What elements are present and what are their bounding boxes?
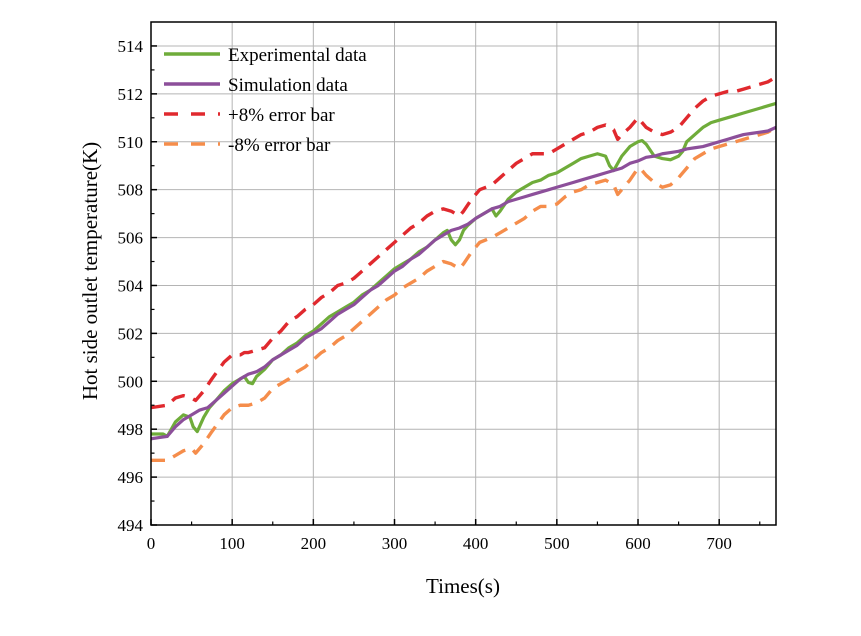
series-group (150, 75, 777, 463)
y-tick-label: 504 (118, 276, 144, 295)
y-axis-label: Hot side outlet temperature(K) (78, 142, 102, 400)
y-tick-label: 514 (118, 37, 144, 56)
x-tick-label: 0 (147, 534, 156, 553)
legend-label: -8% error bar (228, 135, 331, 156)
grid (150, 22, 776, 526)
x-tick-label: 200 (301, 534, 327, 553)
y-tick-label: 496 (118, 468, 144, 487)
y-tick-label: 510 (118, 133, 144, 152)
ticks: 0 100 200 300 400 500 600 700 494 496 498 500 502 504… (118, 37, 761, 553)
series-line-simulation-data (150, 125, 777, 441)
series-line-8-error-bar (150, 75, 777, 410)
x-tick-label: 400 (463, 534, 489, 553)
x-tick-label: 500 (544, 534, 570, 553)
legend: Experimental data Simulation data +8% erro… (164, 45, 367, 156)
y-tick-label: 498 (118, 420, 144, 439)
x-tick-label: 600 (625, 534, 651, 553)
y-tick-label: 502 (118, 324, 144, 343)
y-tick-label: 506 (118, 229, 144, 248)
y-tick-label: 500 (118, 372, 144, 391)
y-tick-label: 508 (118, 181, 144, 200)
x-tick-label: 300 (382, 534, 408, 553)
legend-label: Experimental data (228, 45, 367, 66)
legend-label: Simulation data (228, 75, 348, 96)
x-axis-label: Times(s) (426, 574, 500, 598)
x-tick-label: 100 (219, 534, 245, 553)
x-tick-label: 700 (706, 534, 732, 553)
y-tick-label: 512 (118, 85, 144, 104)
series-line-8-error-bar (151, 125, 777, 463)
plot-frame (150, 21, 777, 526)
series-line-experimental-data (151, 101, 777, 438)
legend-label: +8% error bar (228, 105, 335, 126)
y-tick-label: 494 (118, 516, 144, 535)
